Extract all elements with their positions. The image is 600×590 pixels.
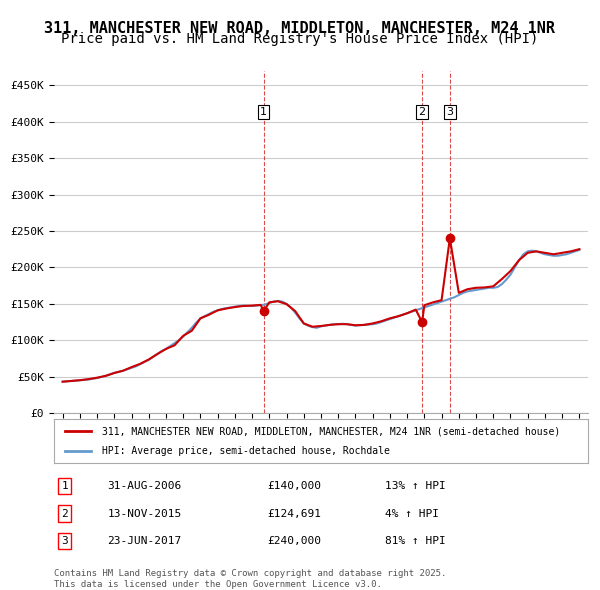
Text: 1: 1 [260,107,267,117]
Text: 3: 3 [446,107,454,117]
Text: Contains HM Land Registry data © Crown copyright and database right 2025.
This d: Contains HM Land Registry data © Crown c… [54,569,446,589]
Text: HPI: Average price, semi-detached house, Rochdale: HPI: Average price, semi-detached house,… [102,446,390,455]
Text: 1: 1 [61,481,68,491]
Text: 311, MANCHESTER NEW ROAD, MIDDLETON, MANCHESTER, M24 1NR: 311, MANCHESTER NEW ROAD, MIDDLETON, MAN… [44,21,556,35]
Text: 23-JUN-2017: 23-JUN-2017 [107,536,182,546]
Text: £124,691: £124,691 [268,509,322,519]
Text: Price paid vs. HM Land Registry's House Price Index (HPI): Price paid vs. HM Land Registry's House … [61,32,539,47]
Text: 13-NOV-2015: 13-NOV-2015 [107,509,182,519]
Text: £140,000: £140,000 [268,481,322,491]
Text: £240,000: £240,000 [268,536,322,546]
Text: 311, MANCHESTER NEW ROAD, MIDDLETON, MANCHESTER, M24 1NR (semi-detached house): 311, MANCHESTER NEW ROAD, MIDDLETON, MAN… [102,427,560,436]
Text: 31-AUG-2006: 31-AUG-2006 [107,481,182,491]
Text: 2: 2 [61,509,68,519]
Text: 4% ↑ HPI: 4% ↑ HPI [385,509,439,519]
Text: 2: 2 [419,107,425,117]
Text: 13% ↑ HPI: 13% ↑ HPI [385,481,446,491]
Text: 81% ↑ HPI: 81% ↑ HPI [385,536,446,546]
Text: 3: 3 [61,536,68,546]
